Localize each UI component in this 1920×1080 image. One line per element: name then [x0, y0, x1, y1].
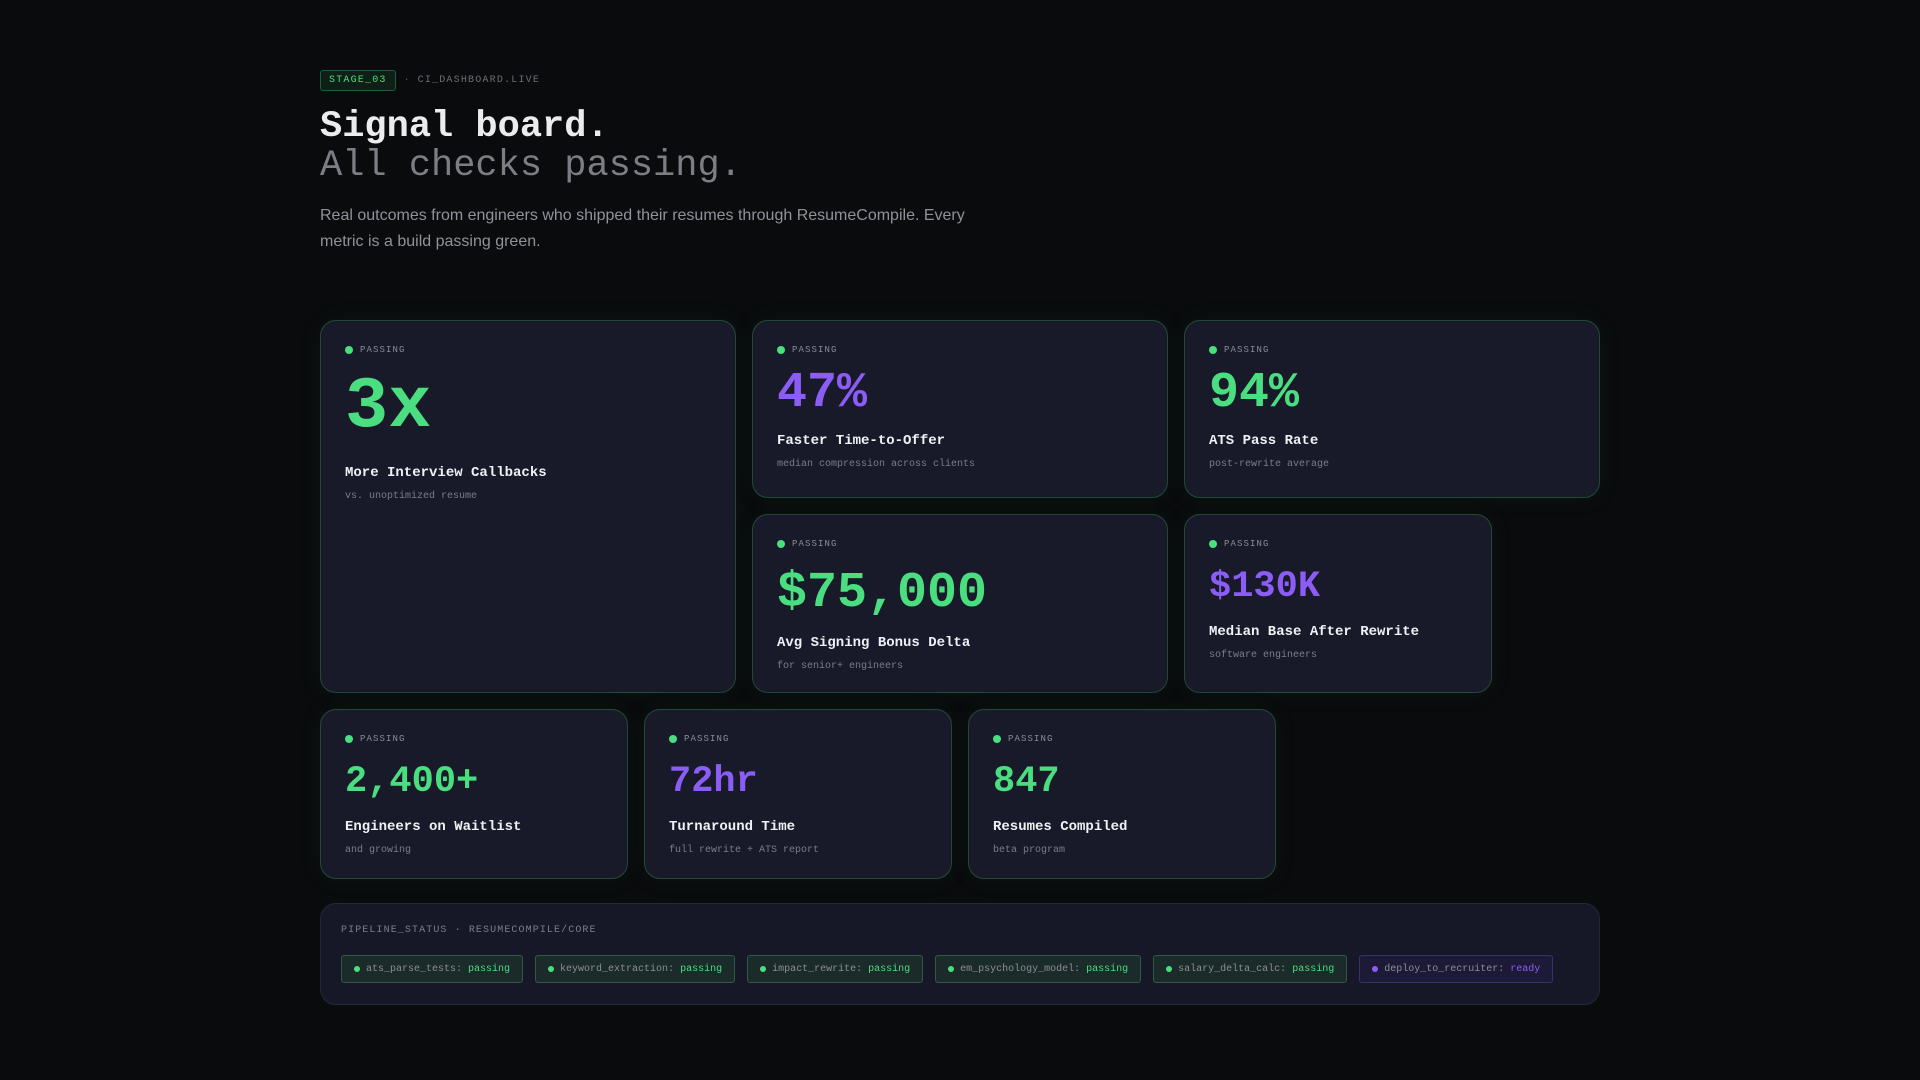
metric-label: More Interview Callbacks	[345, 465, 547, 481]
metric-card-resumes-compiled: PASSING 847 Resumes Compiled beta progra…	[968, 709, 1276, 879]
metric-value: 3x	[345, 366, 432, 448]
status-indicator: PASSING	[345, 734, 603, 744]
pipeline-job-deploy-to-recruiter[interactable]: deploy_to_recruiter: ready	[1359, 955, 1554, 983]
job-name: salary_delta_calc:	[1178, 963, 1287, 975]
job-state: passing	[868, 963, 911, 975]
metric-value: 72hr	[669, 761, 758, 803]
metric-value: $75,000	[777, 565, 988, 622]
job-name: em_psychology_model:	[960, 963, 1081, 975]
job-state: ready	[1510, 963, 1541, 975]
topline-separator: ·	[403, 75, 410, 86]
metric-label: Resumes Compiled	[993, 819, 1128, 835]
metric-card-time-to-offer: PASSING 47% Faster Time-to-Offer median …	[752, 320, 1168, 498]
metric-value: 47%	[777, 365, 868, 422]
status-text: PASSING	[792, 345, 838, 355]
intro-paragraph: Real outcomes from engineers who shipped…	[320, 207, 965, 250]
metric-caption: post-rewrite average	[1209, 459, 1330, 470]
status-text: PASSING	[360, 345, 406, 355]
status-indicator: PASSING	[777, 539, 1143, 549]
status-text: PASSING	[684, 734, 730, 744]
metric-label: Engineers on Waitlist	[345, 819, 522, 835]
status-dot-icon	[669, 735, 677, 743]
status-dot-icon	[1209, 346, 1217, 354]
metric-card-signing-bonus: PASSING $75,000 Avg Signing Bonus Delta …	[752, 514, 1168, 693]
metric-value: 847	[993, 761, 1060, 803]
job-name: keyword_extraction:	[560, 963, 675, 975]
pipeline-job-em-psychology-model[interactable]: em_psychology_model: passing	[935, 955, 1142, 983]
status-dot-icon	[1372, 966, 1379, 972]
metric-card-turnaround: PASSING 72hr Turnaround Time full rewrit…	[644, 709, 952, 879]
metric-value: $130K	[1209, 566, 1321, 608]
status-dot-icon	[354, 966, 360, 972]
status-indicator: PASSING	[993, 734, 1251, 744]
status-indicator: PASSING	[777, 345, 1143, 355]
metric-caption: and growing	[345, 845, 412, 856]
metric-label: Turnaround Time	[669, 819, 796, 835]
metric-caption: median compression across clients	[777, 459, 976, 470]
metric-value: 2,400+	[345, 761, 479, 803]
status-indicator: PASSING	[1209, 539, 1467, 549]
metric-caption: vs. unoptimized resume	[345, 491, 478, 502]
status-indicator: PASSING	[1209, 345, 1575, 355]
status-text: PASSING	[1224, 539, 1270, 549]
status-text: PASSING	[360, 734, 406, 744]
metric-caption: software engineers	[1209, 650, 1318, 661]
metric-label: ATS Pass Rate	[1209, 433, 1319, 449]
metric-card-interview-callbacks: PASSING 3x More Interview Callbacks vs. …	[320, 320, 736, 693]
status-text: PASSING	[1008, 734, 1054, 744]
stage-badge: STAGE_03	[320, 70, 396, 91]
metric-label: Median Base After Rewrite	[1209, 624, 1420, 640]
status-dot-icon	[993, 735, 1001, 743]
status-text: PASSING	[1224, 345, 1270, 355]
metric-caption: beta program	[993, 845, 1066, 856]
status-text: PASSING	[792, 539, 838, 549]
status-dot-icon	[1166, 966, 1173, 972]
dashboard-source-label: CI_DASHBOARD.LIVE	[417, 75, 541, 86]
metric-caption: for senior+ engineers	[777, 661, 904, 672]
status-dot-icon	[345, 735, 353, 743]
job-name: impact_rewrite:	[772, 963, 863, 975]
pipeline-jobs: ats_parse_tests: passing keyword_extract…	[341, 955, 1579, 983]
job-state: passing	[468, 963, 511, 975]
status-indicator: PASSING	[345, 345, 711, 355]
status-dot-icon	[948, 966, 955, 972]
page-title: Signal board.	[320, 106, 609, 148]
pipeline-job-impact-rewrite[interactable]: impact_rewrite: passing	[747, 955, 924, 983]
pipeline-job-ats-parse-tests[interactable]: ats_parse_tests: passing	[341, 955, 524, 983]
metric-caption: full rewrite + ATS report	[669, 845, 820, 856]
status-dot-icon	[777, 540, 785, 548]
pipeline-job-keyword-extraction[interactable]: keyword_extraction: passing	[535, 955, 736, 983]
metric-card-ats-pass-rate: PASSING 94% ATS Pass Rate post-rewrite a…	[1184, 320, 1600, 498]
header-topline: STAGE_03 · CI_DASHBOARD.LIVE	[320, 70, 540, 91]
pipeline-status-panel: PIPELINE_STATUS · RESUMECOMPILE/CORE ats…	[320, 903, 1600, 1005]
page-subtitle: All checks passing.	[320, 145, 742, 187]
status-dot-icon	[777, 346, 785, 354]
status-dot-icon	[760, 966, 767, 972]
status-dot-icon	[345, 346, 353, 354]
metric-value: 94%	[1209, 365, 1300, 422]
metric-card-waitlist: PASSING 2,400+ Engineers on Waitlist and…	[320, 709, 628, 879]
job-state: passing	[1086, 963, 1129, 975]
pipeline-title: PIPELINE_STATUS · RESUMECOMPILE/CORE	[341, 925, 597, 936]
status-dot-icon	[1209, 540, 1217, 548]
job-name: deploy_to_recruiter:	[1384, 963, 1505, 975]
status-indicator: PASSING	[669, 734, 927, 744]
metric-card-median-base: PASSING $130K Median Base After Rewrite …	[1184, 514, 1492, 693]
metric-label: Avg Signing Bonus Delta	[777, 635, 971, 651]
status-dot-icon	[548, 966, 555, 972]
metric-label: Faster Time-to-Offer	[777, 433, 946, 449]
job-state: passing	[1292, 963, 1335, 975]
job-state: passing	[680, 963, 723, 975]
job-name: ats_parse_tests:	[366, 963, 463, 975]
pipeline-job-salary-delta-calc[interactable]: salary_delta_calc: passing	[1153, 955, 1348, 983]
